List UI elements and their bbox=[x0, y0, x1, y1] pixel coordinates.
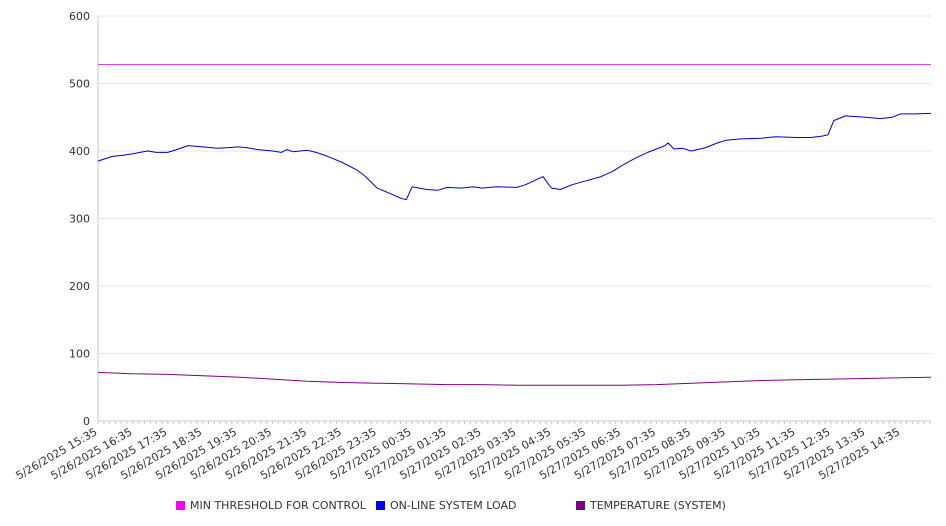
y-tick-label: 300 bbox=[69, 213, 90, 226]
y-axis-ticks: 0 100 200 300 400 500 600 bbox=[69, 10, 90, 428]
y-tick-label: 100 bbox=[69, 348, 90, 361]
y-tick-label: 600 bbox=[69, 10, 90, 23]
legend-label: MIN THRESHOLD FOR CONTROL bbox=[190, 499, 367, 512]
legend-label: TEMPERATURE (SYSTEM) bbox=[589, 499, 726, 512]
y-tick-label: 400 bbox=[69, 145, 90, 158]
y-tick-label: 500 bbox=[69, 78, 90, 91]
y-tick-label: 200 bbox=[69, 280, 90, 293]
legend-swatch bbox=[576, 501, 585, 510]
legend-swatch bbox=[176, 501, 185, 510]
legend: MIN THRESHOLD FOR CONTROL ON-LINE SYSTEM … bbox=[176, 499, 726, 512]
series bbox=[97, 64, 932, 386]
series-line-2 bbox=[97, 371, 932, 386]
axes bbox=[97, 16, 931, 424]
series-line-1 bbox=[97, 112, 932, 201]
legend-swatch bbox=[376, 501, 385, 510]
grid bbox=[98, 15, 931, 354]
legend-label: ON-LINE SYSTEM LOAD bbox=[390, 499, 516, 512]
y-tick-label: 0 bbox=[83, 415, 90, 428]
x-axis-ticks: 5/26/2025 15:355/26/2025 16:355/26/2025 … bbox=[14, 425, 903, 482]
